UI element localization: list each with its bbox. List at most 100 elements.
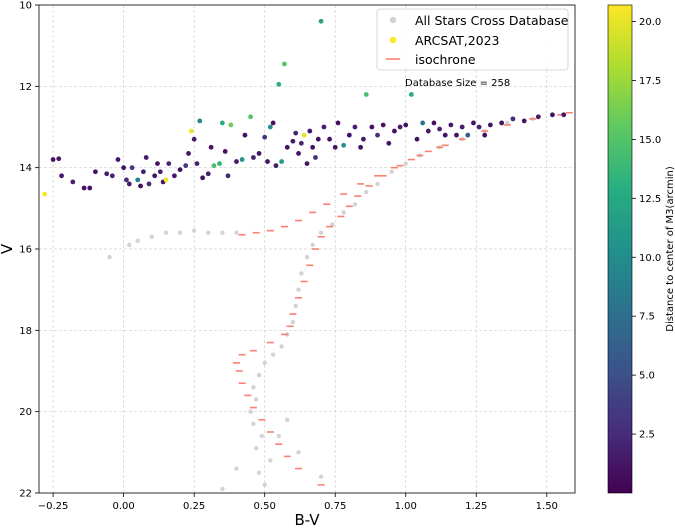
arcsat-star-point [397, 124, 403, 130]
background-star-point [220, 230, 225, 235]
arcsat-star-point [42, 191, 48, 197]
background-star-point [234, 466, 239, 471]
arcsat-star-point [361, 136, 366, 142]
x-tick-label: 1.00 [395, 501, 417, 512]
arcsat-star-point [225, 173, 231, 179]
arcsat-star-point [256, 151, 262, 156]
arcsat-star-point [482, 132, 488, 138]
arcsat-star-point [50, 157, 56, 162]
arcsat-star-point [369, 124, 375, 130]
arcsat-star-point [321, 124, 327, 130]
arcsat-star-point [104, 171, 110, 177]
arcsat-star-point [296, 151, 301, 156]
background-star-point [330, 222, 335, 227]
x-axis-label: B-V [294, 511, 320, 529]
arcsat-star-point [290, 138, 296, 144]
arcsat-star-point [284, 144, 290, 150]
background-star-point [285, 417, 290, 422]
background-star-point [293, 303, 298, 309]
arcsat-star-point [219, 120, 225, 126]
background-star-point [364, 189, 369, 195]
arcsat-star-point [346, 132, 352, 138]
colorbar-ticks: 2.5 5.0 7.5 10.0 12.5 15.0 17.5 20.0 [632, 17, 661, 441]
arcsat-star-point [217, 161, 222, 167]
arcsat-star-point [205, 171, 211, 177]
arcsat-star-point [282, 61, 287, 67]
colorbar-tick-label: 20.0 [639, 17, 661, 28]
arcsat-star-point [172, 173, 177, 179]
background-star-point [135, 238, 140, 244]
y-tick-label: 18 [19, 326, 32, 337]
background-star-point [310, 242, 315, 248]
legend-box [376, 8, 569, 71]
arcsat-star-point [465, 132, 471, 138]
arcsat-star-point [183, 163, 189, 169]
background-star-point [270, 352, 276, 357]
arcsat-star-point [200, 175, 206, 181]
arcsat-star-point [81, 185, 87, 191]
legend: All Stars Cross Database ARCSAT,2023 iso… [376, 8, 569, 71]
arcsat-star-point [222, 149, 228, 154]
arcsat-star-point [211, 163, 217, 169]
background-star-point [234, 230, 239, 235]
arcsat-star-point [157, 169, 163, 175]
background-star-point [375, 181, 380, 187]
colorbar-label: Distance to center of M3(arcmin) [665, 166, 675, 332]
database-size-note: Database Size = 258 [405, 78, 510, 89]
arcsat-star-point [265, 159, 270, 164]
background-stars [107, 116, 535, 492]
arcsat-star-point [248, 114, 253, 120]
arcsat-star-point [318, 18, 324, 24]
arcsat-star-point [177, 167, 183, 173]
arcsat-star-point [310, 144, 316, 150]
background-star-point [262, 482, 267, 488]
arcsat-star-point [239, 157, 245, 162]
arcsat-star-point [166, 161, 172, 167]
colorbar-tick-label: 17.5 [639, 76, 661, 87]
arcsat-star-point [93, 169, 98, 175]
arcsat-star-point [146, 181, 152, 187]
colorbar-tick-label: 7.5 [639, 312, 655, 323]
x-tick-label: 0.00 [112, 501, 134, 512]
colorbar-tick-label: 2.5 [639, 430, 655, 441]
x-tick-label: 0.25 [183, 501, 205, 512]
arcsat-star-point [276, 81, 282, 87]
arcsat-star-point [335, 120, 341, 126]
arcsat-star-point [191, 136, 197, 142]
x-tick-label: −0.25 [38, 501, 69, 512]
arcsat-star-point [293, 130, 299, 136]
y-tick-label: 22 [19, 489, 32, 500]
background-star-point [279, 344, 284, 349]
background-star-point [163, 230, 169, 235]
arcsat-star-point [273, 163, 279, 169]
arcsat-star-point [298, 140, 304, 146]
background-star-point [254, 446, 259, 451]
background-star-point [318, 474, 324, 479]
arcsat-star-point [375, 132, 380, 138]
arcsat-star-point [499, 120, 505, 126]
background-star-point [296, 450, 301, 455]
arcsat-star-point [126, 181, 132, 187]
x-axis-ticks: −0.25 0.00 0.25 0.50 0.75 1.00 1.25 1.50 [38, 493, 558, 512]
arcsat-star-point [124, 177, 129, 183]
arcsat-star-point [59, 173, 64, 179]
arcsat-star-point [550, 112, 555, 118]
arcsat-star-point [279, 159, 285, 164]
arcsat-star-point [121, 165, 127, 171]
background-star-point [220, 486, 225, 492]
background-star-point [299, 271, 304, 276]
arcsat-star-point [129, 165, 135, 171]
arcsat-star-point [87, 185, 93, 191]
x-tick-label: 1.25 [465, 501, 487, 512]
background-star-point [352, 202, 358, 207]
y-tick-label: 16 [19, 245, 32, 256]
arcsat-star-point [437, 126, 442, 132]
arcsat-star-point [56, 156, 62, 162]
y-tick-label: 14 [19, 163, 32, 174]
arcsat-star-point [188, 128, 194, 134]
arcsat-star-point [208, 144, 214, 150]
arcsat-star-point [476, 124, 482, 130]
arcsat-star-point [228, 122, 234, 128]
arcsat-star-point [194, 161, 200, 167]
